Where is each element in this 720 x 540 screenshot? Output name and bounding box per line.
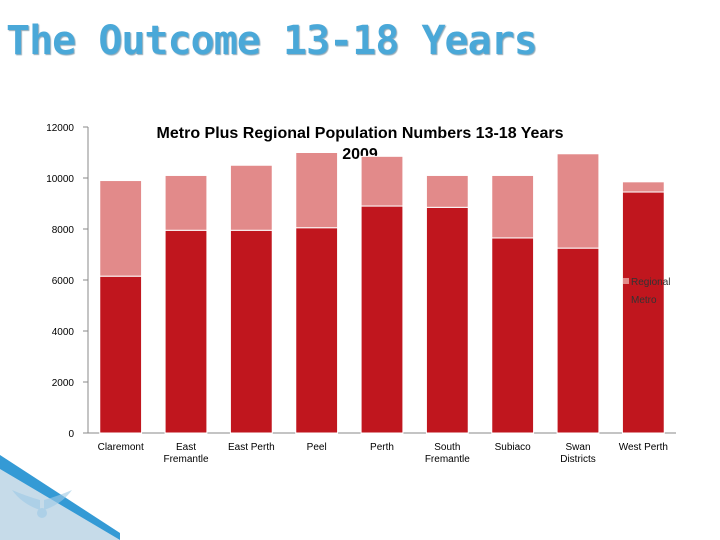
bar-metro <box>491 237 535 434</box>
bar-metro <box>295 227 339 434</box>
x-axis-labels: Claremont East Fremantle East Perth Peel Pert… <box>98 442 668 465</box>
y-tick-label: 0 <box>68 429 74 440</box>
bar-metro <box>425 206 469 434</box>
x-tick-label: Peel <box>307 442 327 453</box>
bar-regional <box>491 174 535 239</box>
x-tick-label: South Fremantle <box>425 442 470 465</box>
y-tick-label: 10000 <box>46 174 74 185</box>
corner-emblem <box>0 455 120 540</box>
legend-swatch <box>623 296 629 302</box>
bar-metro <box>360 205 404 434</box>
x-tick-label: East Perth <box>228 442 275 453</box>
slide-title: The Outcome 13-18 Years <box>6 18 538 64</box>
bar-regional <box>425 174 469 208</box>
bar-regional <box>360 155 404 207</box>
bar-metro <box>621 191 665 434</box>
legend-label: Regional <box>631 277 670 288</box>
bar-regional <box>99 180 143 277</box>
legend: Regional Metro <box>623 277 670 306</box>
x-tick-label: West Perth <box>619 442 668 453</box>
bar-metro <box>229 229 273 434</box>
bar-metro <box>164 229 208 434</box>
y-tick-label: 6000 <box>52 276 75 287</box>
bar-regional <box>164 174 208 231</box>
y-tick-label: 2000 <box>52 378 75 389</box>
x-tick-label: East Fremantle <box>163 442 208 465</box>
bar-metro <box>556 247 600 434</box>
bars <box>99 152 665 434</box>
bar-regional <box>295 152 339 229</box>
chart-title: Metro Plus Regional Population Numbers 1… <box>157 125 564 142</box>
wings-logo-icon <box>12 490 72 518</box>
corner-shade-icon <box>0 469 120 540</box>
bar-regional <box>621 181 665 193</box>
x-tick-label: Claremont <box>98 442 144 453</box>
y-tick-label: 12000 <box>46 123 74 134</box>
legend-swatch <box>623 278 629 284</box>
y-tick-label: 4000 <box>52 327 75 338</box>
bar-regional <box>229 164 273 231</box>
y-tick-label: 8000 <box>52 225 75 236</box>
x-tick-label: Swan Districts <box>560 442 596 465</box>
legend-label: Metro <box>631 295 657 306</box>
x-tick-label: Perth <box>370 442 394 453</box>
bar-regional <box>556 153 600 249</box>
x-tick-label: Subiaco <box>495 442 532 453</box>
bar-metro <box>99 275 143 434</box>
